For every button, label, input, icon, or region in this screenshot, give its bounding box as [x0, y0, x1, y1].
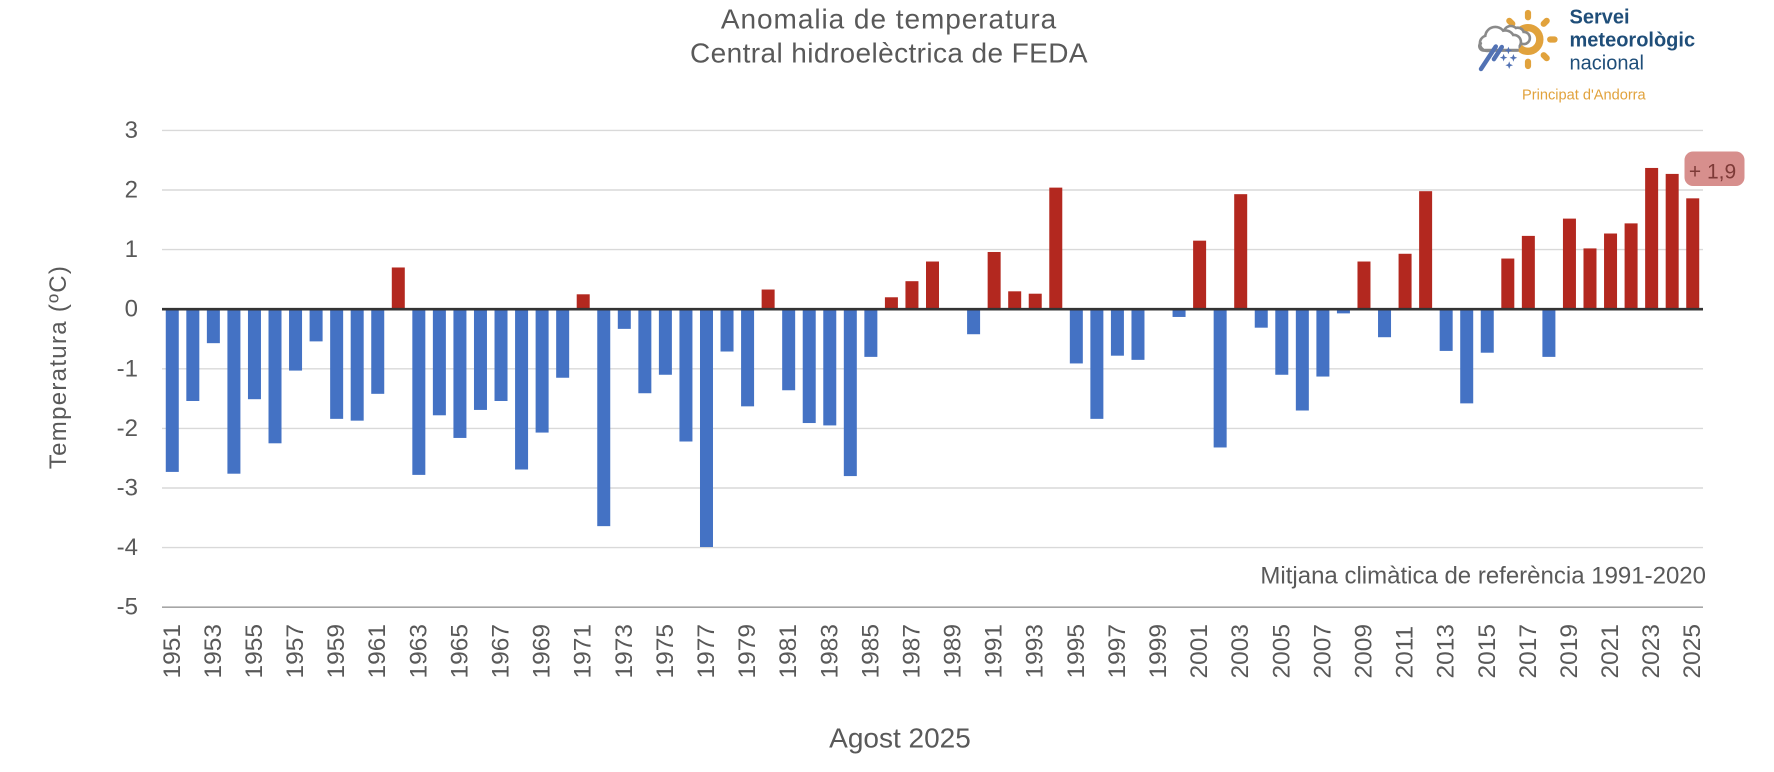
svg-text:1979: 1979 — [734, 624, 761, 679]
svg-text:nacional: nacional — [1570, 53, 1645, 75]
svg-text:2: 2 — [125, 177, 138, 204]
svg-text:2025: 2025 — [1679, 624, 1706, 679]
svg-text:2003: 2003 — [1227, 624, 1254, 679]
svg-text:1995: 1995 — [1063, 624, 1090, 679]
svg-text:2001: 2001 — [1186, 624, 1213, 679]
svg-text:Central hidroelèctrica de FEDA: Central hidroelèctrica de FEDA — [690, 38, 1088, 69]
svg-text:1951: 1951 — [159, 624, 186, 679]
svg-text:1983: 1983 — [816, 624, 843, 679]
svg-text:2005: 2005 — [1268, 624, 1295, 679]
svg-text:1953: 1953 — [200, 624, 227, 679]
svg-text:1961: 1961 — [364, 624, 391, 679]
svg-text:1993: 1993 — [1022, 624, 1049, 679]
svg-text:Temperatura (ºC): Temperatura (ºC) — [45, 265, 72, 469]
svg-text:1997: 1997 — [1104, 624, 1131, 679]
svg-text:0: 0 — [125, 296, 138, 323]
svg-text:2015: 2015 — [1474, 624, 1501, 679]
svg-text:1977: 1977 — [693, 624, 720, 679]
svg-text:1971: 1971 — [570, 624, 597, 679]
svg-text:2013: 2013 — [1433, 624, 1460, 679]
svg-text:2021: 2021 — [1597, 624, 1624, 679]
svg-text:1963: 1963 — [405, 624, 432, 679]
svg-text:1973: 1973 — [611, 624, 638, 679]
svg-text:1965: 1965 — [446, 624, 473, 679]
svg-text:1989: 1989 — [940, 624, 967, 679]
svg-text:1981: 1981 — [775, 624, 802, 679]
svg-text:1967: 1967 — [488, 624, 515, 679]
svg-text:1957: 1957 — [282, 624, 309, 679]
svg-text:1991: 1991 — [981, 624, 1008, 679]
svg-text:-1: -1 — [117, 355, 138, 382]
svg-text:1969: 1969 — [529, 624, 556, 679]
svg-text:2007: 2007 — [1309, 624, 1336, 679]
svg-text:meteorològic: meteorològic — [1570, 30, 1696, 52]
svg-text:-5: -5 — [117, 594, 138, 621]
svg-text:Agost 2025: Agost 2025 — [829, 723, 971, 754]
svg-text:+ 1,9: + 1,9 — [1689, 161, 1736, 184]
svg-text:1959: 1959 — [323, 624, 350, 679]
svg-text:2019: 2019 — [1556, 624, 1583, 679]
svg-text:Servei: Servei — [1570, 6, 1630, 28]
svg-text:-2: -2 — [117, 415, 138, 442]
svg-text:1975: 1975 — [652, 624, 679, 679]
svg-text:2009: 2009 — [1350, 624, 1377, 679]
svg-text:1985: 1985 — [857, 624, 884, 679]
svg-text:Principat d'Andorra: Principat d'Andorra — [1522, 88, 1647, 104]
svg-text:1987: 1987 — [898, 624, 925, 679]
svg-text:-3: -3 — [117, 475, 138, 502]
svg-text:2023: 2023 — [1638, 624, 1665, 679]
svg-text:1: 1 — [125, 236, 138, 263]
svg-text:1955: 1955 — [241, 624, 268, 679]
svg-text:-4: -4 — [117, 534, 138, 561]
svg-text:Anomalia de temperatura: Anomalia de temperatura — [721, 4, 1057, 35]
svg-text:Mitjana climàtica de referènci: Mitjana climàtica de referència 1991-202… — [1260, 563, 1706, 590]
svg-text:2011: 2011 — [1392, 626, 1419, 679]
svg-text:2017: 2017 — [1515, 624, 1542, 679]
svg-text:3: 3 — [125, 117, 138, 144]
svg-text:1999: 1999 — [1145, 624, 1172, 679]
